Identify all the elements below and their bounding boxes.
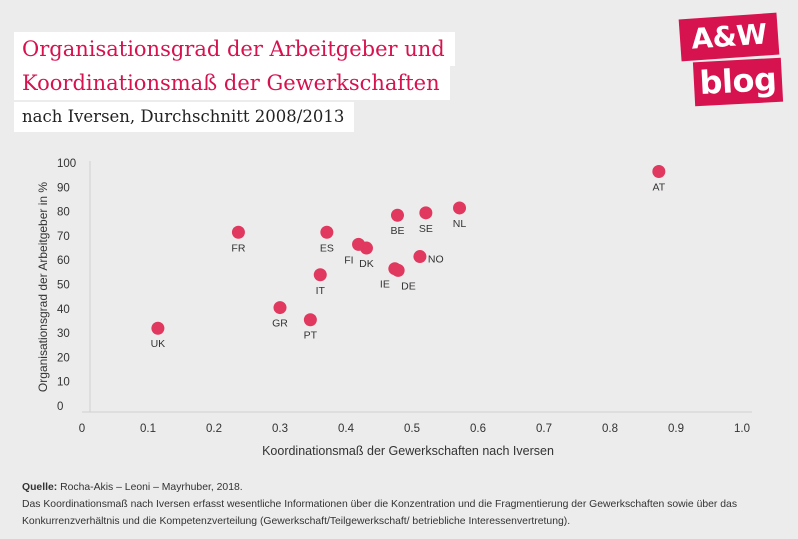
data-point-label-fr: FR — [231, 242, 245, 254]
data-point-label-no: NO — [428, 254, 444, 266]
y-tick-label: 80 — [57, 207, 70, 219]
y-tick-label: 70 — [57, 231, 70, 243]
data-point-label-at: AT — [653, 182, 666, 194]
x-axis-label: Koordinationsmaß der Gewerkschaften nach… — [262, 444, 554, 458]
data-point-se — [419, 206, 433, 220]
y-tick-label: 50 — [57, 280, 70, 292]
data-point-be — [390, 208, 404, 222]
source-line: Quelle: Rocha-Akis – Leoni – Mayrhuber, … — [22, 479, 792, 496]
footnote: Das Koordinationsmaß nach Iversen erfass… — [22, 499, 738, 527]
y-tick-label: 30 — [57, 328, 70, 340]
y-tick-label: 90 — [57, 182, 70, 194]
data-points — [151, 165, 666, 335]
data-point-label-gr: GR — [272, 318, 288, 330]
y-tick-labels: 0 10 20 30 40 50 60 70 80 90 100 — [57, 158, 76, 413]
data-point-uk — [151, 321, 165, 335]
data-point-no — [413, 250, 427, 264]
y-tick-label: 10 — [57, 377, 70, 389]
source-text: Rocha-Akis – Leoni – Mayrhuber, 2018. — [57, 482, 243, 493]
data-point-label-it: IT — [316, 285, 326, 297]
y-tick-label: 40 — [57, 304, 70, 316]
x-tick-label: 0.3 — [272, 423, 288, 435]
data-point-es — [320, 225, 334, 239]
chart-footer: Quelle: Rocha-Akis – Leoni – Mayrhuber, … — [22, 479, 792, 530]
data-point-label-se: SE — [419, 223, 433, 235]
x-tick-label: 0.9 — [668, 423, 684, 435]
data-point-de — [391, 263, 405, 277]
x-tick-label: 0.6 — [470, 423, 486, 435]
data-point-at — [652, 165, 666, 179]
x-tick-label: 1.0 — [734, 423, 750, 435]
data-point-it — [313, 268, 327, 282]
y-tick-label: 0 — [57, 401, 63, 413]
chart-title-line-1: Organisationsgrad der Arbeitgeber und — [14, 32, 455, 66]
x-tick-label: 0.7 — [536, 423, 552, 435]
data-point-nl — [453, 201, 467, 215]
x-tick-labels: 0 0.1 0.2 0.3 0.4 0.5 0.6 0.7 0.8 0.9 1.0 — [79, 423, 750, 435]
y-axis-label: Organisationsgrad der Arbeitgeber in % — [36, 182, 50, 392]
data-point-pt — [303, 313, 317, 327]
x-tick-label: 0.1 — [140, 423, 156, 435]
data-point-label-be: BE — [390, 225, 404, 237]
data-point-gr — [273, 301, 287, 315]
y-tick-label: 20 — [57, 352, 70, 364]
y-tick-label: 60 — [57, 255, 70, 267]
x-tick-label: 0.5 — [404, 423, 420, 435]
data-point-label-pt: PT — [304, 330, 318, 342]
data-point-fr — [231, 225, 245, 239]
data-point-label-ie: IE — [380, 279, 390, 291]
x-tick-label: 0.4 — [338, 423, 355, 435]
data-point-label-de: DE — [401, 280, 416, 292]
data-point-label-uk: UK — [151, 338, 166, 350]
y-tick-label: 100 — [57, 158, 76, 170]
chart-title-line-2: Koordinationsmaß der Gewerkschaften — [14, 66, 450, 100]
x-tick-label: 0.2 — [206, 423, 222, 435]
data-point-label-es: ES — [320, 242, 334, 254]
chart-subtitle: nach Iversen, Durchschnitt 2008/2013 — [14, 102, 355, 132]
data-point-label-dk: DK — [359, 258, 374, 270]
data-point-dk — [359, 241, 373, 255]
x-tick-label: 0 — [79, 423, 85, 435]
x-tick-label: 0.8 — [602, 423, 618, 435]
data-point-label-fi: FI — [344, 254, 353, 266]
data-point-labels: UK FR GR PT IT ES FI DK IE DE BE NO SE NL AT — [151, 182, 666, 351]
source-label: Quelle: — [22, 482, 58, 493]
data-point-label-nl: NL — [453, 218, 467, 230]
chart-axes — [82, 161, 752, 413]
